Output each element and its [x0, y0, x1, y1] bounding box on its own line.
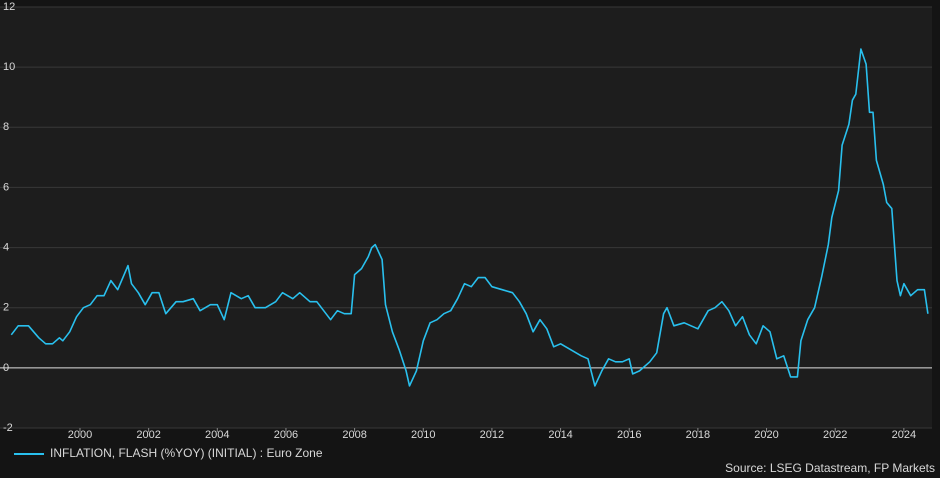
- x-tick-label: 2012: [480, 429, 504, 441]
- plot-area: [0, 7, 932, 428]
- y-tick-label: -2: [3, 422, 13, 434]
- series-line: [10, 48, 929, 387]
- x-tick-label: 2008: [342, 429, 366, 441]
- x-tick-label: 2016: [617, 429, 641, 441]
- x-tick-label: 2010: [411, 429, 435, 441]
- x-tick-label: 2024: [892, 429, 916, 441]
- source: Source: LSEG Datastream, FP Markets: [725, 461, 935, 475]
- x-tick-label: 2000: [68, 429, 92, 441]
- x-tick-label: 2004: [205, 429, 229, 441]
- legend-label: INFLATION, FLASH (%YOY) (INITIAL) : Euro…: [50, 446, 323, 460]
- x-tick-label: 2018: [686, 429, 710, 441]
- y-tick-label: 0: [3, 362, 9, 374]
- x-tick-label: 2014: [548, 429, 572, 441]
- y-tick-label: 2: [3, 302, 9, 314]
- y-tick-label: 6: [3, 181, 9, 193]
- y-tick-label: 12: [3, 1, 15, 13]
- x-tick-label: 2002: [136, 429, 160, 441]
- y-tick-label: 8: [3, 121, 9, 133]
- y-tick-label: 10: [3, 61, 15, 73]
- y-tick-label: 4: [3, 241, 9, 253]
- x-tick-label: 2020: [754, 429, 778, 441]
- x-tick-label: 2006: [274, 429, 298, 441]
- x-tick-label: 2022: [823, 429, 847, 441]
